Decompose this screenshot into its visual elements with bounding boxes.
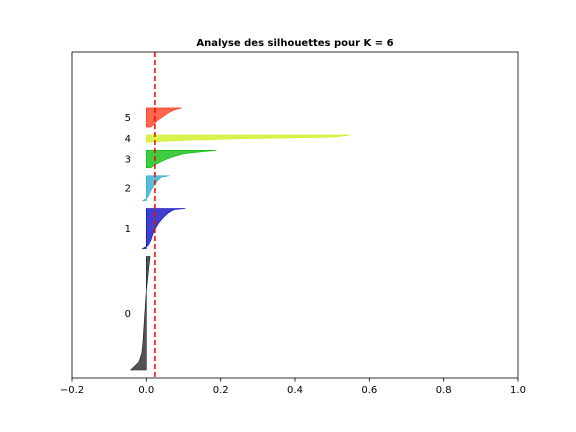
- silhouette-cluster-4: [146, 134, 351, 143]
- cluster-label-5: 5: [125, 113, 131, 124]
- silhouette-cluster-2: [142, 175, 170, 201]
- x-tick-label: 0.4: [287, 385, 303, 396]
- x-tick-label: 1.0: [510, 385, 526, 396]
- chart-title: Analyse des silhouettes pour K = 6: [196, 38, 393, 49]
- cluster-label-1: 1: [125, 224, 131, 235]
- cluster-label-3: 3: [125, 155, 131, 166]
- cluster-label-4: 4: [125, 134, 131, 145]
- cluster-label-2: 2: [125, 184, 131, 195]
- x-tick-label: 0.8: [436, 385, 452, 396]
- x-tick-label: 0.6: [361, 385, 377, 396]
- x-tick-label: 0.2: [213, 385, 229, 396]
- cluster-label-0: 0: [125, 309, 131, 320]
- x-tick-label: −0.2: [60, 385, 84, 396]
- x-tick-label: 0.0: [138, 385, 154, 396]
- silhouette-cluster-0: [129, 256, 151, 371]
- x-axis: −0.2 0.0 0.2 0.4 0.6 0.8 1.0: [60, 378, 526, 396]
